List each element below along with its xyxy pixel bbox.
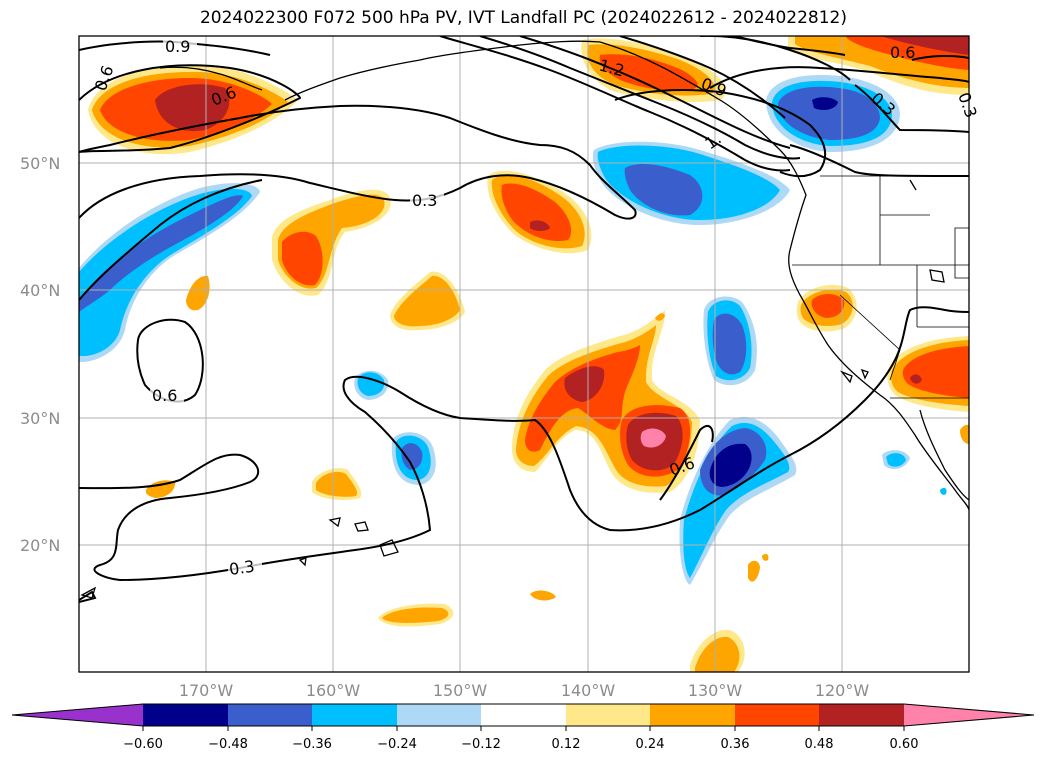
contour-label: 0.3 [228,557,256,579]
longitude-axis: 170°W 160°W 150°W 140°W 130°W 120°W [179,681,870,700]
colorbar-tick-label: −0.24 [377,737,417,752]
colorbar-tick-label: −0.60 [123,737,163,752]
map-title: 2024022300 F072 500 hPa PV, IVT Landfall… [199,8,847,28]
colorbar-tick-label: 0.60 [890,737,919,752]
colorbar-segment [312,704,397,726]
colorbar-segment [819,704,904,726]
contour-label: 0.3 [412,191,437,210]
lat-label: 30°N [20,409,60,428]
lon-label: 140°W [561,681,616,700]
lon-label: 160°W [306,681,361,700]
colorbar-tick-label: 0.12 [552,737,581,752]
lon-label: 170°W [179,681,234,700]
colorbar-segment [228,704,312,726]
colorbar-segment [566,704,650,726]
colorbar-tick-label: −0.36 [292,737,332,752]
colorbar-tick-label: 0.36 [721,737,750,752]
colorbar-tick-label: −0.12 [461,737,501,752]
colorbar-segment [481,704,566,726]
pv-fill-layer [79,36,969,672]
latitude-axis: 50°N 40°N 30°N 20°N [20,154,60,555]
lon-label: 130°W [688,681,743,700]
colorbar-tick-label: −0.48 [208,737,248,752]
lat-label: 40°N [20,281,60,300]
colorbar-tick-label: 0.24 [636,737,665,752]
contour-label: 0.9 [165,37,190,56]
lon-label: 120°W [815,681,870,700]
colorbar-segment [397,704,481,726]
colorbar-tick-label: 0.48 [805,737,834,752]
colorbar: −0.60 −0.48 −0.36 −0.24 −0.12 0.12 0.24 … [11,703,1035,752]
colorbar-segment [143,704,228,726]
pv-contours [79,36,969,603]
map-frame [78,35,970,673]
lat-label: 50°N [20,154,60,173]
colorbar-extend-min [12,704,143,726]
contour-label: 0.6 [152,386,177,405]
contour-label: 0.6 [890,43,915,62]
colorbar-segment [650,704,735,726]
colorbar-extend-max [904,704,1034,726]
lon-label: 150°W [433,681,488,700]
colorbar-segment [735,704,819,726]
coastlines [80,40,969,599]
lat-label: 20°N [20,536,60,555]
